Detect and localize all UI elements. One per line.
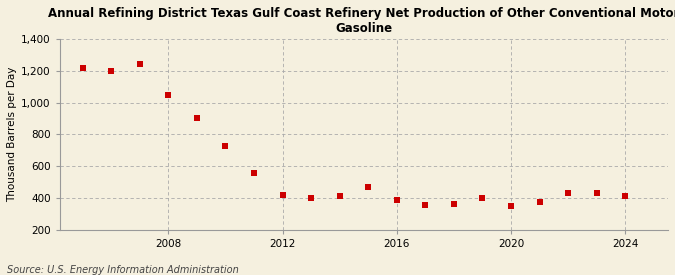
Point	[248, 170, 259, 175]
Point	[620, 193, 630, 198]
Point	[506, 204, 516, 208]
Point	[420, 203, 431, 207]
Point	[192, 116, 202, 121]
Point	[277, 192, 288, 197]
Title: Annual Refining District Texas Gulf Coast Refinery Net Production of Other Conve: Annual Refining District Texas Gulf Coas…	[48, 7, 675, 35]
Point	[477, 196, 488, 200]
Point	[334, 193, 345, 198]
Point	[134, 62, 145, 67]
Point	[220, 144, 231, 148]
Text: Source: U.S. Energy Information Administration: Source: U.S. Energy Information Administ…	[7, 265, 238, 275]
Point	[563, 191, 574, 196]
Point	[163, 92, 173, 97]
Y-axis label: Thousand Barrels per Day: Thousand Barrels per Day	[7, 67, 17, 202]
Point	[392, 198, 402, 203]
Point	[77, 65, 88, 70]
Point	[591, 191, 602, 196]
Point	[362, 185, 373, 189]
Point	[448, 201, 459, 206]
Point	[106, 68, 117, 73]
Point	[534, 200, 545, 204]
Point	[306, 196, 317, 200]
